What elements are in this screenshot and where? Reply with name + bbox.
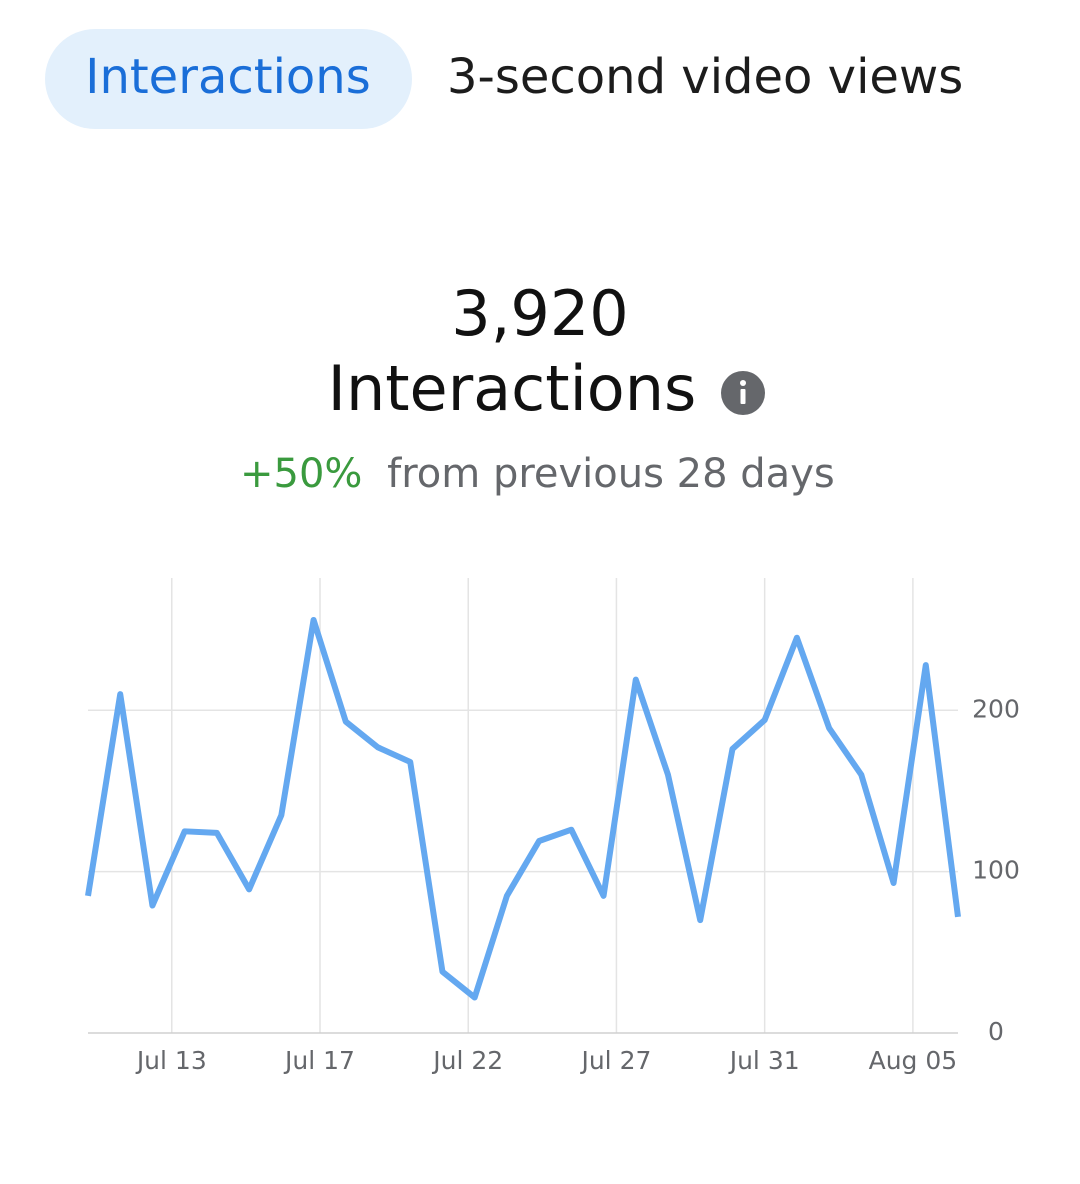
- x-tick-label: Jul 17: [283, 1046, 355, 1075]
- chart: Jul 13 Jul 17 Jul 22 Jul 27 Jul 31 Aug 05 0 100…: [85, 578, 1020, 1075]
- x-tick-label: Jul 22: [431, 1046, 503, 1075]
- x-tick-label: Aug 05: [869, 1046, 958, 1075]
- x-tick-label: Jul 31: [728, 1046, 800, 1075]
- line: [85, 616, 961, 1001]
- x-tick-label: Jul 27: [579, 1046, 651, 1075]
- y-tick-label: 0: [988, 1017, 1004, 1046]
- total-value: 3,920: [451, 277, 629, 350]
- y-tick-label: 200: [972, 694, 1020, 723]
- tab[interactable]: Interactions: [85, 49, 370, 105]
- comparison: from previous 28 days: [387, 451, 835, 497]
- change: +50%: [240, 451, 362, 497]
- y-tick-label: 100: [972, 856, 1020, 885]
- info-icon[interactable]: [721, 371, 765, 415]
- tab-active-bg[interactable]: [45, 29, 412, 129]
- x-tick-label: Jul 13: [135, 1046, 207, 1075]
- metric-label: Interactions: [328, 352, 697, 425]
- change-line: +50% from previous 28 days: [240, 451, 835, 497]
- tab[interactable]: 3-second video views: [447, 49, 963, 105]
